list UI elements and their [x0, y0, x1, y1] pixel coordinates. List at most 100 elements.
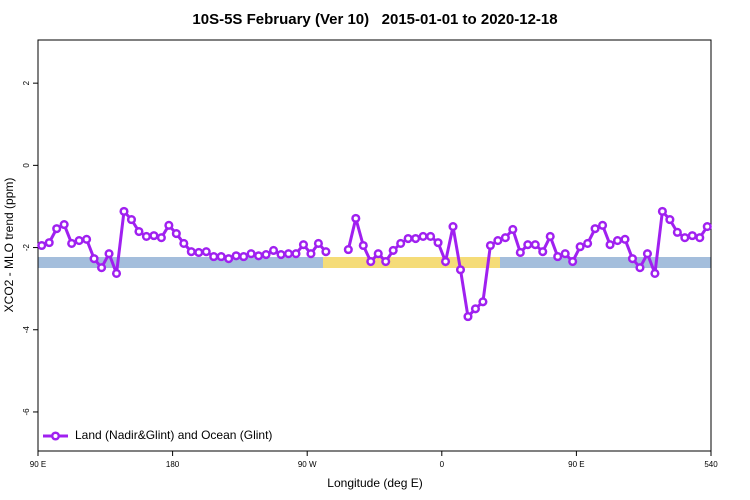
point: [455, 265, 466, 275]
point: [254, 251, 264, 261]
point: [164, 220, 174, 230]
point: [171, 229, 181, 239]
point: [470, 304, 481, 314]
point: [627, 254, 638, 264]
point: [313, 238, 323, 248]
point: [74, 236, 84, 246]
point: [246, 249, 256, 259]
point: [119, 206, 129, 216]
point: [463, 312, 473, 322]
point: [52, 224, 62, 234]
point: [695, 233, 705, 243]
point: [448, 222, 458, 232]
point: [358, 240, 368, 251]
point: [590, 224, 600, 234]
point: [545, 231, 555, 242]
point: [657, 206, 667, 216]
point: [261, 249, 271, 260]
point: [672, 227, 682, 237]
point: [560, 249, 570, 259]
point: [97, 263, 107, 273]
point: [231, 251, 241, 261]
point: [343, 245, 353, 255]
chart-title: 10S-5S February (Ver 10) 2015-01-01 to 2…: [192, 11, 557, 28]
point: [126, 215, 137, 225]
y-tick-label: 2: [22, 80, 31, 85]
point: [396, 238, 406, 248]
point: [530, 240, 540, 250]
y-tick-label: -4: [22, 326, 31, 334]
point: [351, 213, 361, 223]
x-tick-label: 540: [704, 460, 718, 469]
point: [89, 254, 99, 264]
point: [141, 231, 151, 242]
x-tick-label: 90 E: [568, 460, 584, 469]
point: [366, 256, 376, 267]
point: [411, 233, 421, 244]
point: [620, 234, 630, 244]
point: [306, 249, 316, 259]
point: [111, 268, 122, 278]
point: [67, 238, 77, 248]
point: [485, 240, 495, 251]
legend-label: Land (Nadir&Glint) and Ocean (Glint): [75, 428, 272, 442]
x-axis-label: Longitude (deg E): [327, 476, 422, 490]
y-tick-label: -2: [22, 243, 31, 251]
point: [440, 256, 451, 267]
point: [523, 240, 533, 250]
x-tick-label: 90 E: [30, 460, 46, 469]
point: [665, 215, 675, 225]
point: [373, 249, 383, 259]
point: [583, 238, 593, 248]
legend-marker: [50, 431, 61, 441]
x-tick-label: 0: [440, 460, 445, 469]
point: [104, 249, 114, 259]
point: [426, 231, 436, 242]
point: [605, 240, 615, 250]
point: [82, 234, 92, 244]
point: [508, 224, 518, 235]
point: [37, 240, 47, 251]
point: [612, 236, 623, 246]
point: [216, 252, 226, 262]
point: [179, 238, 189, 248]
point: [149, 231, 159, 241]
point: [598, 220, 608, 230]
point: [194, 247, 204, 258]
point: [388, 245, 398, 255]
point: [568, 256, 578, 267]
y-tick-label: -6: [22, 408, 31, 416]
point: [687, 231, 697, 241]
point: [702, 222, 712, 232]
point: [680, 233, 690, 243]
point: [186, 247, 196, 257]
point: [321, 247, 331, 257]
point: [553, 252, 563, 262]
point: [642, 249, 652, 259]
point: [478, 297, 488, 307]
point: [276, 249, 286, 260]
point: [381, 256, 391, 267]
point: [418, 231, 428, 242]
point: [500, 233, 510, 243]
point: [59, 219, 69, 230]
point: [433, 238, 443, 248]
point: [269, 245, 279, 255]
y-tick-label: 0: [22, 163, 31, 168]
point: [201, 247, 211, 257]
point: [209, 252, 219, 262]
point: [403, 233, 413, 244]
x-tick-label: 90 W: [298, 460, 317, 469]
point: [493, 236, 503, 246]
y-axis-label: XCO2 - MLO trend (ppm): [2, 178, 16, 313]
land-strip: [323, 257, 500, 268]
point: [298, 240, 309, 250]
point: [283, 249, 294, 259]
point: [650, 268, 660, 278]
point: [239, 252, 249, 262]
point: [156, 233, 166, 243]
point: [224, 254, 234, 264]
point: [538, 247, 548, 257]
x-tick-label: 180: [166, 460, 180, 469]
